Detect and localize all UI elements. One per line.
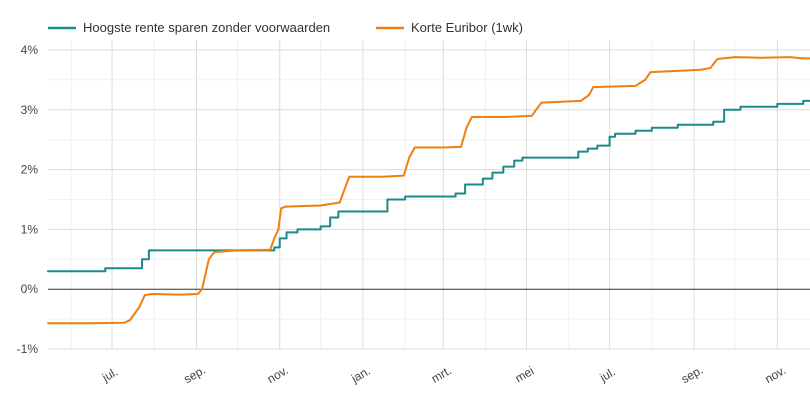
chart-grid [48,40,810,350]
x-tick-label: mrt. [429,363,454,385]
x-tick-label: sep. [181,363,208,386]
y-tick-label: 0% [21,282,39,296]
legend-label-euribor: Korte Euribor (1wk) [411,20,523,35]
x-tick-label: jul. [597,365,618,385]
chart-legend: Hoogste rente sparen zonder voorwaarden … [48,20,523,35]
y-tick-label: 1% [21,222,39,236]
y-tick-label: -1% [17,342,39,356]
x-tick-label: sep. [679,363,706,386]
series-line-rente [47,99,810,273]
y-tick-label: 3% [21,103,39,117]
x-tick-label: nov. [265,363,291,386]
x-tick-label: nov. [762,363,788,386]
y-tick-label: 4% [21,43,39,57]
x-tick-label: jan. [348,364,373,386]
legend-label-rente: Hoogste rente sparen zonder voorwaarden [83,20,330,35]
chart-axes: -1% 0% 1% 2% 3% 4% jul. sep. nov. jan. mrt. mei jul.… [17,43,810,386]
chart-series [47,56,810,325]
series-line-euribor [47,56,810,325]
x-tick-label: mei [513,364,537,386]
y-tick-label: 2% [21,163,39,177]
x-tick-label: jul. [99,365,120,385]
